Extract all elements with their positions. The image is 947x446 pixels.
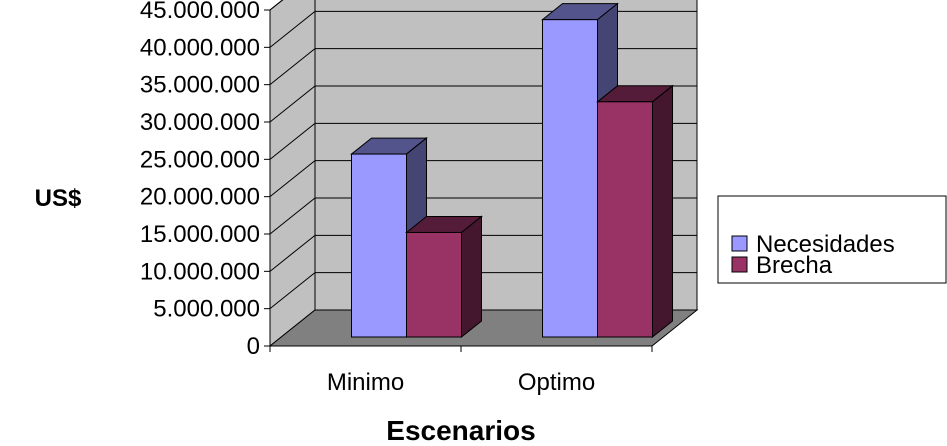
legend-swatch-brecha [731, 256, 748, 273]
legend-swatch-necesidades [731, 235, 748, 252]
legend-frame [717, 195, 947, 284]
y-tick-label: 45.000.000 [140, 0, 260, 24]
bar-front [406, 231, 462, 338]
x-axis-label: Escenarios [386, 415, 535, 446]
x-tick-label: Minimo [327, 369, 404, 396]
y-tick-label: 5.000.000 [153, 296, 260, 323]
y-tick-label: 30.000.000 [140, 109, 260, 136]
bar-brecha-optimo [596, 84, 674, 339]
bar-front [351, 153, 407, 338]
side-wall [269, 0, 316, 348]
y-tick-label: 40.000.000 [140, 34, 260, 61]
y-tick-label: 25.000.000 [140, 146, 260, 173]
y-tick-label: 10.000.000 [140, 258, 260, 285]
legend-label-necesidades: Necesidades [756, 231, 895, 258]
bar-front [542, 19, 598, 338]
bar-brecha-minimo [405, 215, 483, 339]
bar-front [597, 101, 653, 338]
y-tick-label: 15.000.000 [140, 221, 260, 248]
y-tick-label: 20.000.000 [140, 184, 260, 211]
bar-side [461, 215, 482, 339]
legend-label-brecha: Brecha [756, 252, 833, 279]
bar-side [652, 84, 673, 339]
y-tick-label: 35.000.000 [140, 72, 260, 99]
x-tick-label: Optimo [518, 369, 595, 396]
legend: Necesidades Brecha [717, 195, 947, 284]
y-axis-label: US$ [35, 185, 82, 212]
y-tick-label: 0 [247, 333, 260, 360]
